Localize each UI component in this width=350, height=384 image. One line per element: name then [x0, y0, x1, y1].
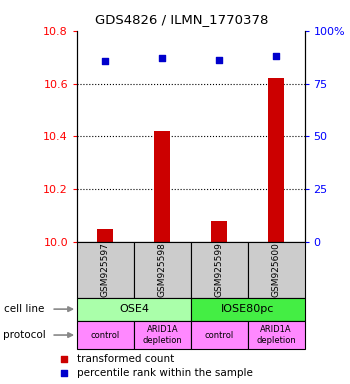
- Text: transformed count: transformed count: [77, 354, 174, 364]
- Point: [103, 58, 108, 64]
- Text: percentile rank within the sample: percentile rank within the sample: [77, 368, 253, 378]
- Bar: [154, 131, 170, 242]
- Text: OSE4: OSE4: [119, 304, 149, 314]
- Bar: [191, 321, 248, 349]
- Text: IOSE80pc: IOSE80pc: [221, 304, 274, 314]
- Text: GSM925599: GSM925599: [215, 242, 224, 297]
- Text: GSM925600: GSM925600: [272, 242, 281, 297]
- Text: protocol: protocol: [4, 330, 46, 340]
- Point: [216, 57, 222, 63]
- Bar: [77, 242, 134, 298]
- Text: GDS4826 / ILMN_1770378: GDS4826 / ILMN_1770378: [95, 13, 269, 26]
- Point: [224, 166, 229, 172]
- Text: ARID1A
depletion: ARID1A depletion: [142, 325, 182, 345]
- Bar: [248, 242, 304, 298]
- Text: ARID1A
depletion: ARID1A depletion: [256, 325, 296, 345]
- Bar: [268, 78, 284, 242]
- Text: GSM925597: GSM925597: [101, 242, 110, 297]
- Bar: [134, 242, 191, 298]
- Bar: [191, 242, 248, 298]
- Bar: [248, 321, 304, 349]
- Bar: [77, 298, 191, 321]
- Bar: [97, 229, 113, 242]
- Bar: [211, 221, 227, 242]
- Text: GSM925598: GSM925598: [158, 242, 167, 297]
- Bar: [134, 321, 191, 349]
- Bar: [77, 321, 134, 349]
- Text: control: control: [204, 331, 234, 339]
- Point: [224, 297, 229, 303]
- Point: [273, 53, 279, 60]
- Bar: [191, 298, 304, 321]
- Text: cell line: cell line: [4, 304, 44, 314]
- Point: [160, 55, 165, 61]
- Text: control: control: [91, 331, 120, 339]
